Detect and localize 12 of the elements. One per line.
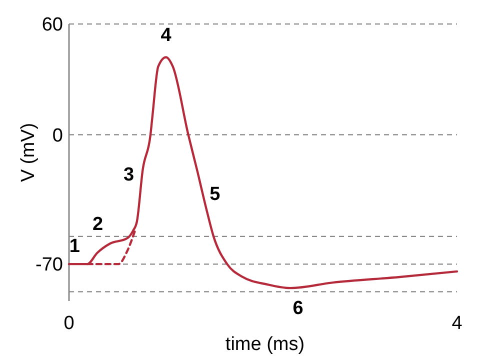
y-tick-label: 0 — [52, 125, 63, 146]
y-tick-label: -70 — [36, 254, 63, 276]
annotation: 2 — [92, 214, 104, 235]
annotation: 5 — [210, 184, 221, 206]
annotation: 1 — [69, 236, 80, 258]
y-tick-label: 60 — [42, 14, 63, 36]
line-series — [68, 56, 458, 290]
annotation: 4 — [160, 25, 172, 46]
x-axis-title: time (ms) — [225, 334, 305, 355]
annotation: 3 — [123, 164, 134, 186]
y-axis-title: V (mV) — [18, 122, 39, 182]
annotation: 6 — [292, 298, 304, 320]
